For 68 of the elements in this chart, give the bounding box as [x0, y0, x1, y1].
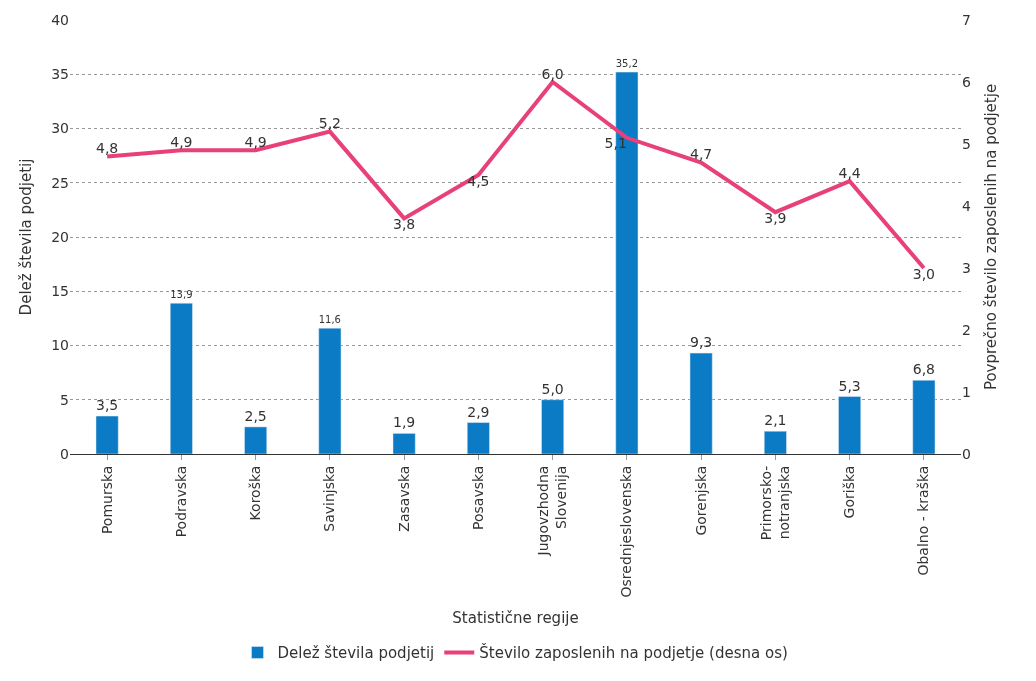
- data-label: 13,9: [170, 289, 193, 301]
- y-tick-label: 25: [51, 174, 69, 191]
- y2-tick-label: 7: [962, 11, 971, 28]
- data-label: 1,9: [392, 414, 416, 431]
- data-label: 5,3: [838, 377, 861, 394]
- x-tick-label: Osrednjeslovenska: [618, 465, 635, 598]
- data-label: 4,8: [96, 139, 119, 156]
- data-label: 4,7: [690, 146, 713, 163]
- bar: [318, 327, 342, 454]
- legend-label: Število zaposlenih na podjetje (desna os): [479, 643, 788, 663]
- y2-axis-title: Povprečno število zaposlenih na podjetje: [982, 83, 1000, 391]
- y-tick-label: 30: [51, 120, 69, 137]
- y-tick-label: 0: [60, 445, 69, 462]
- data-label: 2,9: [467, 403, 490, 420]
- y-tick-label: 35: [51, 66, 69, 83]
- data-label: 4,4: [838, 164, 861, 181]
- x-tick-label: Gorenjska: [692, 465, 709, 536]
- y2-tick-label: 5: [962, 135, 971, 152]
- x-tick-label: Zasavska: [395, 465, 412, 532]
- x-tick-label: Podravska: [172, 465, 189, 538]
- bar: [244, 426, 268, 454]
- bar: [169, 302, 193, 454]
- data-label: 4,9: [244, 133, 267, 150]
- data-label: 6,0: [541, 65, 564, 82]
- y2-tick-label: 1: [962, 383, 971, 400]
- data-label: 11,6: [318, 314, 341, 325]
- data-label: 4,5: [467, 172, 490, 189]
- data-label: 35,2: [615, 57, 639, 69]
- y-tick-label: 10: [51, 337, 69, 354]
- y-tick-label: 15: [51, 283, 69, 300]
- data-label: 3,8: [393, 215, 416, 232]
- x-tick-label: Posavska: [469, 465, 486, 531]
- y-axis-title: Delež števila podjetij: [17, 158, 36, 316]
- x-tick-label: Primorsko- notranjska: [757, 465, 793, 541]
- bar: [689, 352, 713, 454]
- x-axis-title: Statistične regije: [452, 608, 579, 627]
- data-label: 3,0: [912, 265, 936, 282]
- data-label: 5,0: [541, 380, 564, 397]
- y-tick-label: 5: [60, 391, 69, 408]
- bar: [912, 379, 936, 454]
- data-label: 3,5: [95, 397, 119, 414]
- y2-tick-label: 0: [962, 445, 971, 462]
- data-label: 3,9: [764, 209, 787, 226]
- x-tick-label: Goriška: [841, 465, 858, 519]
- y2-tick-label: 2: [962, 321, 971, 338]
- data-label: 2,1: [764, 412, 787, 429]
- bar: [392, 433, 416, 454]
- bar: [838, 396, 862, 454]
- bar: [763, 430, 787, 454]
- bar: [541, 399, 565, 454]
- y2-tick-label: 6: [962, 73, 971, 90]
- x-tick-label: Obalno - kraška: [915, 465, 932, 576]
- y2-tick-label: 4: [962, 197, 971, 214]
- bar: [466, 422, 490, 454]
- y2-tick-label: 3: [962, 259, 971, 276]
- x-tick-label: Koroška: [247, 465, 264, 521]
- x-tick-label: Savinjska: [321, 465, 338, 532]
- y-tick-label: 40: [51, 11, 69, 28]
- data-label: 6,8: [912, 361, 936, 378]
- data-label: 9,3: [689, 334, 713, 351]
- bar: [95, 415, 119, 454]
- data-label: 4,9: [170, 133, 193, 150]
- x-tick-label: Jugovzhodna Slovenija: [535, 465, 570, 557]
- x-tick-label: Pomurska: [98, 465, 115, 535]
- legend-label: Delež števila podjetij: [277, 644, 435, 663]
- y-tick-label: 20: [51, 228, 69, 245]
- data-label: 2,5: [244, 407, 267, 424]
- data-label: 5,2: [318, 115, 342, 132]
